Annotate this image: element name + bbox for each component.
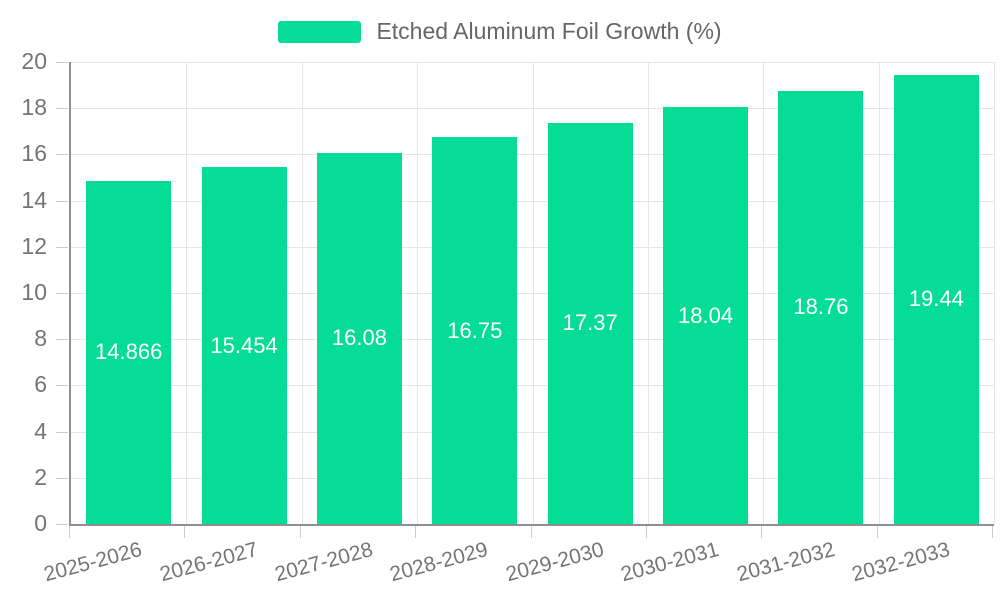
x-gridline	[994, 62, 995, 524]
x-axis-tick	[992, 526, 993, 538]
x-gridline	[301, 62, 303, 524]
x-axis-label: 2026-2027	[157, 538, 261, 587]
y-axis-label: 14	[21, 186, 47, 213]
y-axis-label: 2	[34, 463, 47, 490]
bar-2026-2027[interactable]: 15.454	[201, 167, 287, 524]
bar-2032-2033[interactable]: 19.44	[893, 74, 979, 524]
x-gridline	[532, 62, 534, 524]
bar-value-label: 18.04	[678, 302, 734, 328]
y-axis-tick	[56, 477, 68, 479]
bar-2029-2030[interactable]: 17.37	[547, 122, 633, 524]
x-axis-tick	[299, 526, 301, 538]
x-gridline	[878, 62, 880, 524]
x-gridline	[763, 62, 765, 524]
bar-2028-2029[interactable]: 16.75	[432, 137, 518, 524]
plot-area: 14.866 15.454 16.08 16.75 17.37 18.04 18.76 19.…	[69, 62, 995, 526]
x-axis-tick	[69, 526, 70, 538]
x-axis-tick	[184, 526, 186, 538]
bar-2025-2026[interactable]: 14.866	[86, 180, 172, 524]
x-axis-tick	[415, 526, 417, 538]
y-axis-tick	[56, 431, 68, 433]
y-axis-label: 20	[21, 48, 47, 74]
x-gridline	[186, 62, 188, 524]
x-axis-tick	[645, 526, 647, 538]
y-axis-label: 18	[21, 94, 47, 121]
x-axis-label: 2025-2026	[41, 538, 145, 587]
x-gridline	[417, 62, 419, 524]
y-axis-tick	[56, 339, 68, 341]
y-axis-tick	[56, 524, 68, 525]
x-axis-tick	[876, 526, 878, 538]
y-axis-label: 10	[21, 279, 47, 305]
y-axis-label: 8	[34, 325, 47, 352]
legend-swatch	[278, 20, 362, 43]
y-axis-label: 0	[34, 510, 47, 536]
x-axis-label: 2032-2033	[849, 538, 953, 587]
bar-value-label: 19.44	[908, 286, 964, 312]
bar-value-label: 14.866	[95, 339, 163, 365]
x-axis-tick	[761, 526, 763, 538]
x-gridline	[647, 62, 649, 524]
bar-value-label: 16.08	[331, 325, 387, 351]
x-axis-label: 2030-2031	[618, 538, 722, 587]
y-axis-label: 16	[21, 140, 47, 167]
x-axis-label: 2027-2028	[272, 538, 376, 587]
y-axis-tick	[56, 246, 68, 248]
y-axis-label: 6	[34, 371, 47, 398]
legend-label: Etched Aluminum Foil Growth (%)	[376, 18, 722, 44]
y-axis-tick	[56, 62, 68, 63]
x-axis-label: 2028-2029	[387, 538, 491, 587]
x-axis-label: 2029-2030	[503, 538, 607, 587]
bar-value-label: 17.37	[562, 310, 618, 336]
bar-2031-2032[interactable]: 18.76	[778, 90, 864, 524]
bar-2027-2028[interactable]: 16.08	[316, 152, 402, 524]
y-axis-tick	[56, 293, 68, 294]
y-axis-tick	[56, 154, 68, 156]
y-axis-tick	[56, 385, 68, 387]
y-axis-tick	[56, 108, 68, 110]
legend[interactable]: Etched Aluminum Foil Growth (%)	[0, 18, 1000, 45]
x-axis-label: 2031-2032	[733, 538, 837, 587]
y-axis-tick	[56, 200, 68, 202]
bar-value-label: 16.75	[447, 317, 503, 343]
y-axis-label: 12	[21, 232, 47, 259]
bar-value-label: 18.76	[793, 294, 849, 320]
bar-2030-2031[interactable]: 18.04	[663, 107, 749, 524]
y-axis-label: 4	[34, 417, 47, 444]
x-axis-tick	[530, 526, 532, 538]
bar-value-label: 15.454	[210, 332, 278, 358]
